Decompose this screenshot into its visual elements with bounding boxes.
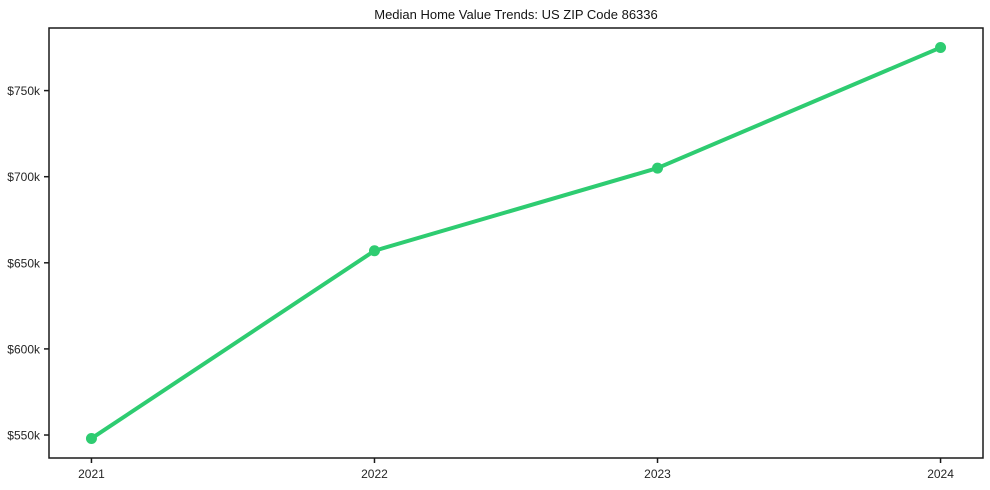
data-point-marker (652, 162, 664, 174)
x-axis-tick-label: 2023 (644, 467, 671, 481)
y-axis-tick-label: $600k (7, 342, 41, 356)
data-point-marker (368, 245, 380, 257)
data-point-marker (935, 42, 947, 54)
x-axis-tick-label: 2022 (361, 467, 388, 481)
plot-area-background (49, 28, 983, 458)
plot-border (48, 27, 984, 459)
y-axis-tick-label: $650k (7, 256, 41, 270)
x-axis-tick-label: 2024 (927, 467, 954, 481)
chart-title: Median Home Value Trends: US ZIP Code 86… (374, 7, 658, 22)
data-point-marker (85, 432, 97, 444)
y-axis-tick-label: $550k (7, 429, 41, 443)
trend-line (89, 45, 943, 441)
y-axis-tick-label: $750k (7, 84, 41, 98)
x-axis-tick-label: 2021 (78, 467, 105, 481)
y-axis-tick-label: $700k (7, 170, 41, 184)
